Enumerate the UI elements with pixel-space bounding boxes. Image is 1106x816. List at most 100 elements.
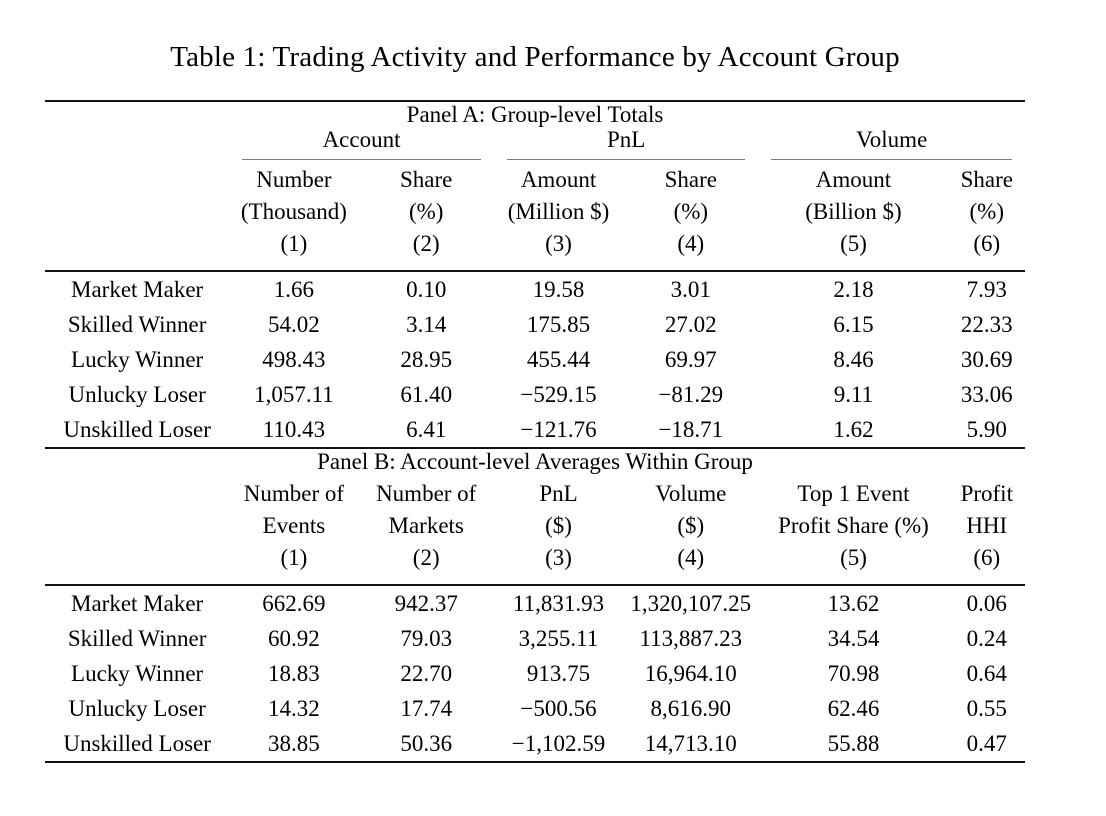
- cell: 19.58: [532, 277, 585, 302]
- column-number: (4): [623, 538, 759, 586]
- column-header: PnL: [539, 481, 578, 506]
- row-label: Lucky Winner: [71, 661, 204, 686]
- table-row: Lucky Winner 498.43 28.95 455.44 69.97 8…: [45, 342, 1025, 377]
- cell: 2.18: [833, 277, 874, 302]
- cell: 5.90: [948, 412, 1025, 449]
- cell: 9.11: [833, 382, 874, 407]
- row-label: Unskilled Loser: [45, 412, 230, 449]
- spacer-cell: [45, 474, 229, 506]
- group-header-account-label: Account: [242, 127, 481, 160]
- panel-a-table: Panel A: Group-level Totals Account PnL …: [45, 102, 1025, 449]
- column-number: (6): [948, 538, 1025, 586]
- panel-a-label-row: Panel A: Group-level Totals: [45, 102, 1025, 127]
- row-label: Lucky Winner: [71, 347, 204, 372]
- cell: 1.62: [758, 412, 949, 449]
- cell: −529.15: [520, 382, 597, 407]
- cell: 0.24: [966, 626, 1007, 651]
- cell: 22.70: [400, 661, 453, 686]
- table-row: Unskilled Loser 110.43 6.41 −121.76 −18.…: [45, 412, 1025, 449]
- cell: −81.29: [658, 382, 724, 407]
- cell: 8,616.90: [650, 696, 732, 721]
- spacer-cell: [45, 224, 230, 272]
- table-container: Panel A: Group-level Totals Account PnL …: [45, 100, 1025, 763]
- group-header-pnl: PnL: [494, 127, 759, 160]
- cell: 175.85: [526, 312, 591, 337]
- column-header: Profit: [960, 481, 1013, 506]
- column-header-unit: (Thousand): [240, 199, 347, 224]
- cell: 18.83: [268, 661, 320, 686]
- panel-b-label: Panel B: Account-level Averages Within G…: [317, 449, 753, 474]
- cell: 61.40: [400, 382, 453, 407]
- cell: 3,255.11: [518, 626, 599, 651]
- column-header-unit: Events: [262, 513, 326, 538]
- row-label: Unskilled Loser: [63, 731, 211, 756]
- column-header: Amount: [520, 167, 597, 192]
- group-header-pnl-label: PnL: [506, 127, 746, 160]
- column-number: (2): [358, 538, 494, 586]
- cell: 79.03: [400, 626, 453, 651]
- cell: 38.85: [268, 731, 320, 756]
- column-header-unit: Markets: [388, 513, 464, 538]
- column-number: (5): [758, 538, 949, 586]
- column-number: (3): [493, 538, 624, 586]
- cell: 6.15: [833, 312, 874, 337]
- panel-a-header-line1: Number Share Amount Share Amount Share: [45, 160, 1025, 192]
- column-number: (6): [948, 224, 1025, 272]
- cell: 0.10: [406, 277, 447, 302]
- column-number: (1): [229, 538, 359, 586]
- cell: 3.14: [406, 312, 447, 337]
- cell: 55.88: [827, 731, 880, 756]
- panel-a-header-line2: (Thousand) (%) (Million $) (%) (Billion …: [45, 192, 1025, 224]
- cell: 60.92: [268, 626, 320, 651]
- group-header-volume: Volume: [758, 127, 1025, 160]
- group-header-account: Account: [229, 127, 494, 160]
- cell: 13.62: [827, 591, 880, 616]
- column-header-unit: ($): [545, 513, 572, 538]
- column-number: (1): [229, 224, 359, 272]
- cell: 113,887.23: [639, 626, 743, 651]
- column-header: Amount: [815, 167, 892, 192]
- panel-b-table: Panel B: Account-level Averages Within G…: [45, 449, 1025, 761]
- cell: 498.43: [262, 347, 326, 372]
- cell: −500.56: [520, 696, 597, 721]
- spacer-cell: [45, 506, 229, 538]
- column-header-unit: ($): [677, 513, 705, 538]
- cell: 8.46: [833, 347, 874, 372]
- table-row: Unskilled Loser 38.85 50.36 −1,102.59 14…: [45, 726, 1025, 761]
- column-number: (4): [623, 224, 759, 272]
- cell: 22.33: [960, 312, 1013, 337]
- cell: 0.55: [966, 696, 1007, 721]
- cell: −121.76: [493, 412, 624, 449]
- panel-a-header-numbers: (1) (2) (3) (4) (5) (6): [45, 224, 1025, 272]
- spacer-cell: [45, 127, 229, 160]
- cell: 3.01: [670, 277, 711, 302]
- cell: 1,320,107.25: [630, 591, 752, 616]
- cell: 11,831.93: [512, 591, 605, 616]
- panel-b-header-numbers: (1) (2) (3) (4) (5) (6): [45, 538, 1025, 586]
- panel-a-group-row: Account PnL Volume: [45, 127, 1025, 160]
- column-header-unit: Profit Share (%): [778, 513, 929, 538]
- panel-b-header-line1: Number of Number of PnL Volume Top 1 Eve…: [45, 474, 1025, 506]
- cell: 942.37: [394, 591, 458, 616]
- cell: 110.43: [229, 412, 359, 449]
- column-header: Share: [400, 167, 453, 192]
- column-header: Top 1 Event: [797, 481, 910, 506]
- table-row: Market Maker 662.69 942.37 11,831.93 1,3…: [45, 585, 1025, 621]
- cell: 33.06: [960, 382, 1013, 407]
- column-header-unit: (Billion $): [805, 199, 902, 224]
- column-number: (2): [358, 224, 494, 272]
- column-header: Number of: [376, 481, 477, 506]
- table-row: Lucky Winner 18.83 22.70 913.75 16,964.1…: [45, 656, 1025, 691]
- column-header-unit: HHI: [966, 513, 1008, 538]
- cell: 662.69: [262, 591, 326, 616]
- row-label: Unlucky Loser: [68, 696, 206, 721]
- cell: 1.66: [273, 277, 315, 302]
- column-number: (5): [758, 224, 949, 272]
- table-row: Unlucky Loser 14.32 17.74 −500.56 8,616.…: [45, 691, 1025, 726]
- cell: 16,964.10: [644, 661, 737, 686]
- cell: 455.44: [526, 347, 591, 372]
- cell: 14.32: [268, 696, 320, 721]
- cell: 28.95: [400, 347, 453, 372]
- cell: 0.64: [966, 661, 1007, 686]
- row-label: Skilled Winner: [67, 626, 207, 651]
